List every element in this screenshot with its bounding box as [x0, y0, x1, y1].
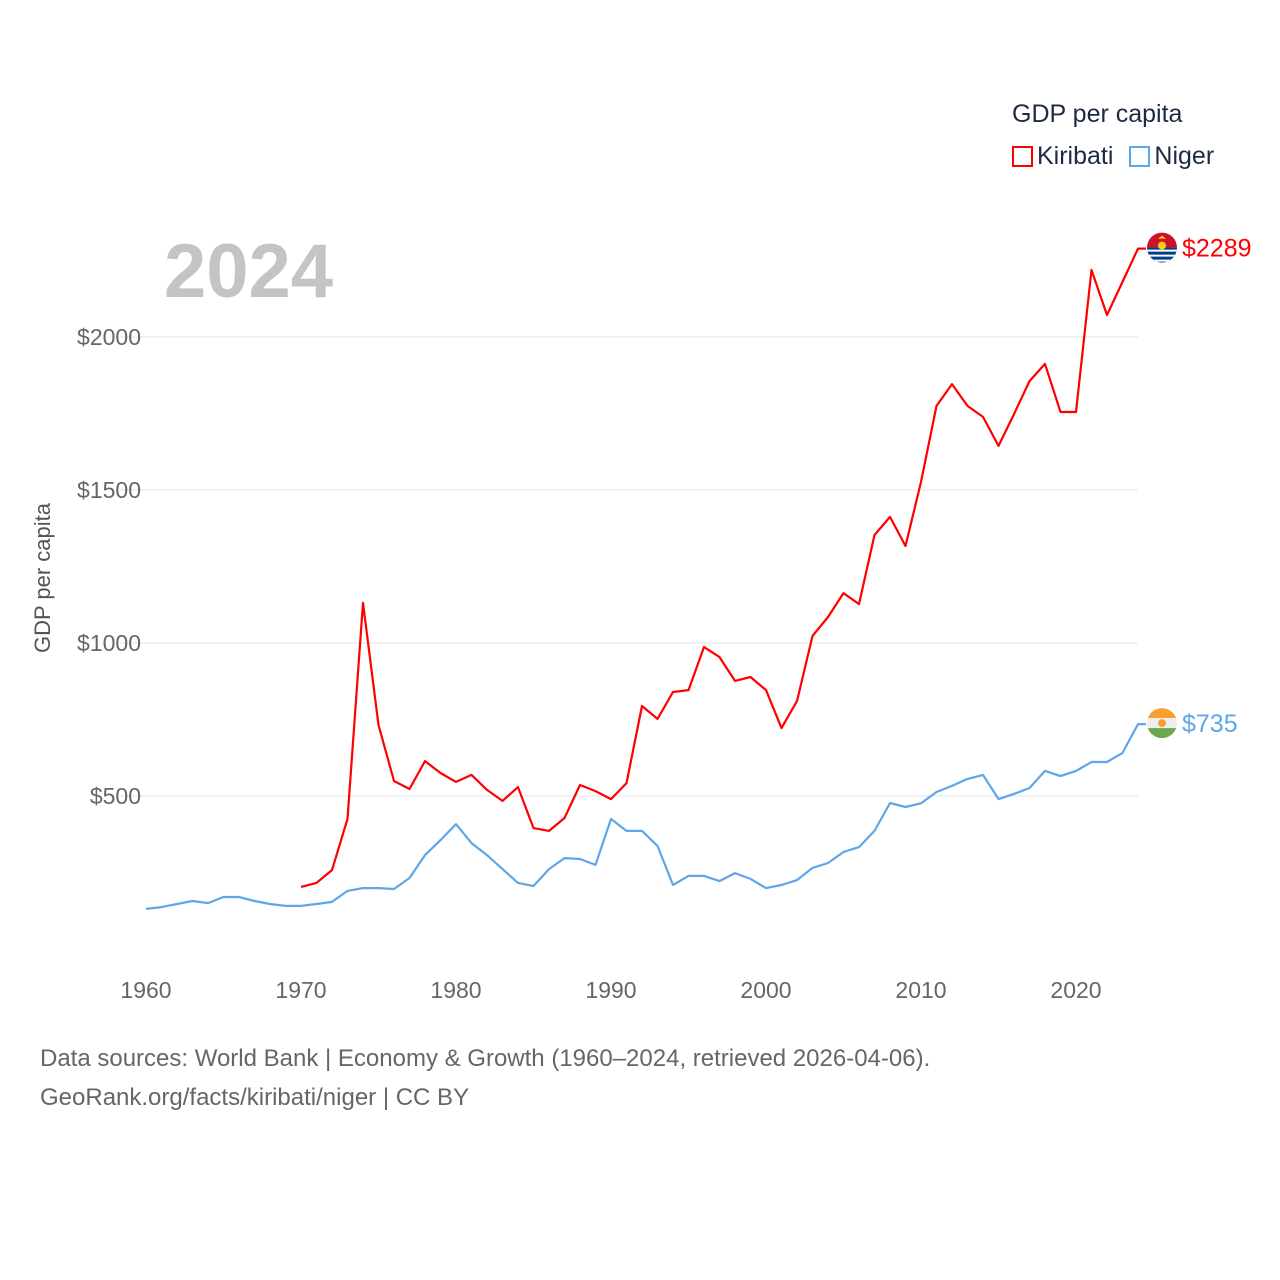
legend: Kiribati Niger	[1012, 142, 1214, 171]
y-tick-label: $1500	[77, 477, 141, 503]
legend-item-niger[interactable]: Niger	[1129, 142, 1214, 171]
current-year-label: 2024	[164, 229, 334, 314]
flag-niger-icon	[1147, 708, 1177, 739]
y-tick-label: $2000	[77, 324, 141, 350]
y-tick-label: $1000	[77, 630, 141, 656]
y-tick-label: $500	[90, 783, 141, 809]
legend-label-kiribati: Kiribati	[1037, 142, 1114, 170]
end-value-label-niger: $735	[1182, 710, 1238, 738]
footer-link[interactable]: GeoRank.org/facts/kiribati/niger | CC BY	[40, 1084, 470, 1111]
flag-kiribati-icon	[1147, 232, 1177, 263]
x-tick-label: 1960	[120, 977, 171, 1003]
legend-label-niger: Niger	[1154, 142, 1215, 170]
legend-item-kiribati[interactable]: Kiribati	[1012, 142, 1113, 171]
x-tick-label: 1990	[585, 977, 636, 1003]
legend-title: GDP per capita	[1012, 100, 1183, 128]
x-tick-label: 1980	[430, 977, 481, 1003]
x-tick-label: 2010	[895, 977, 946, 1003]
series-line-kiribati	[300, 247, 1146, 888]
footer-source: Data sources: World Bank | Economy & Gro…	[40, 1045, 931, 1072]
series-line-niger	[145, 723, 1146, 910]
legend-swatch-kiribati	[1012, 146, 1033, 167]
end-value-label-kiribati: $2289	[1182, 235, 1252, 263]
x-tick-label: 2020	[1050, 977, 1101, 1003]
legend-swatch-niger	[1129, 146, 1151, 167]
x-tick-label: 1970	[275, 977, 326, 1003]
x-tick-label: 2000	[740, 977, 791, 1003]
